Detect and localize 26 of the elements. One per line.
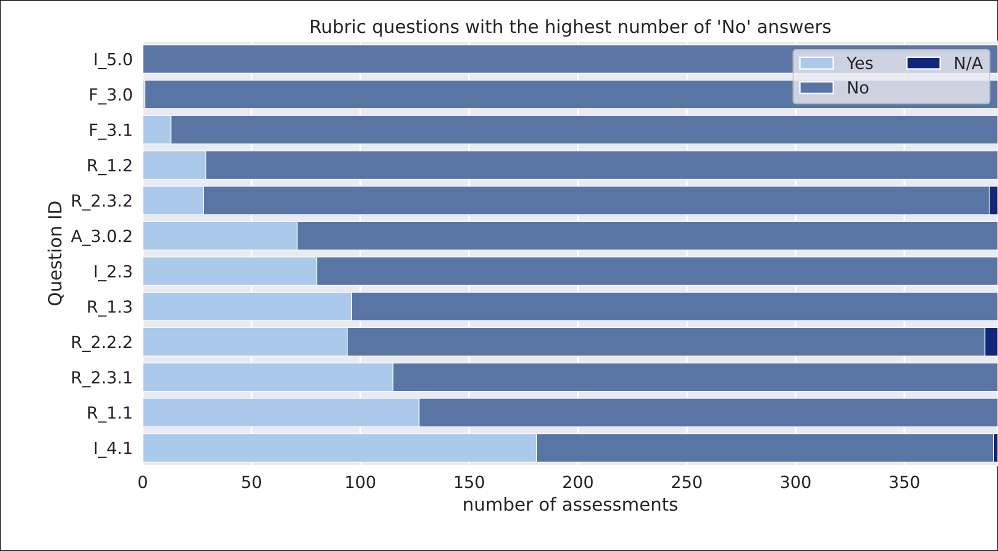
x-tick-label: 200 (563, 476, 593, 488)
y-tick-label: R_1.3 (88, 300, 132, 317)
x-tick-label: 350 (890, 476, 920, 488)
legend-label: N/A (955, 56, 983, 71)
y-tick-label: R_1.1 (88, 406, 132, 423)
y-tick-label: A_3.0.2 (70, 230, 132, 246)
x-tick-label: 150 (455, 476, 484, 488)
y-axis-title: Question ID (48, 202, 64, 306)
y-tick-label: R_2.3.1 (72, 371, 132, 388)
chart-title: Rubric questions with the highest number of 'No' answers (311, 19, 831, 37)
x-tick-label: 100 (346, 476, 376, 488)
y-tick-label: R_2.2.2 (72, 336, 132, 352)
legend-label: Yes (846, 56, 873, 70)
y-tick-label: I_5.0 (94, 52, 132, 70)
y-tick-label: R_2.3.2 (72, 194, 132, 211)
x-tick-label: 50 (242, 476, 262, 488)
y-tick-label: I_4.1 (94, 442, 132, 458)
x-tick-label: 250 (672, 476, 702, 488)
x-tick-label: 0 (138, 476, 147, 488)
y-tick-label: I_2.3 (94, 264, 132, 282)
y-tick-label: F_3.1 (90, 124, 132, 140)
x-tick-label: 300 (780, 476, 810, 488)
y-tick-label: F_3.0 (90, 88, 132, 104)
y-tick-label: R_1.2 (88, 158, 132, 176)
x-axis-title: number of assessments (464, 497, 678, 511)
legend-label: No (848, 81, 868, 94)
